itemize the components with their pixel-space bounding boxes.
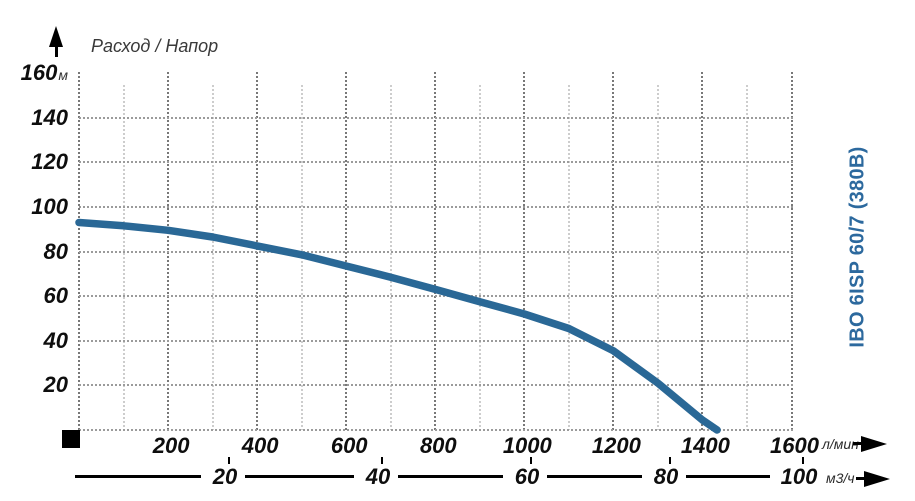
y-axis-tick-label: 80 xyxy=(6,239,68,265)
product-name-label: IBO 6ISP 60/7 (380В) xyxy=(846,146,869,348)
gridline-horizontal xyxy=(79,250,794,253)
x2-axis-tick-mark xyxy=(530,457,532,464)
x2-axis-tick-label: 20 xyxy=(212,464,238,489)
y-tick-value: 140 xyxy=(31,104,68,130)
gridline-horizontal xyxy=(79,295,794,298)
gridline-horizontal xyxy=(79,205,794,208)
x2-axis-arrow-right-icon xyxy=(864,471,890,487)
gridline-horizontal xyxy=(79,339,794,342)
head-flow-curve xyxy=(75,218,721,434)
x2-axis-tick-mark xyxy=(381,457,383,464)
x-axis-tick-label: 1600 xyxy=(770,433,819,458)
y-axis-tick-label: 40 xyxy=(6,328,68,354)
x2-axis-tick-label: 60 xyxy=(514,464,540,489)
gridline-vertical-minor xyxy=(211,85,214,430)
gridline-vertical-minor xyxy=(746,85,748,430)
x2-axis-line-segment xyxy=(398,475,503,478)
gridline-horizontal xyxy=(79,429,794,431)
x-axis-tick-label: 1200 xyxy=(591,433,641,458)
x-axis-arrow-tail xyxy=(853,442,862,445)
y-axis-arrow-up-icon xyxy=(49,26,63,47)
gridline-horizontal xyxy=(79,161,794,164)
y-tick-value: 40 xyxy=(43,327,68,353)
gridline-vertical-minor xyxy=(122,85,125,430)
x2-axis-tick-mark xyxy=(802,457,804,464)
gridline-horizontal xyxy=(79,116,794,119)
gridline-vertical-minor xyxy=(656,85,659,430)
x2-axis-tick-label: 100 xyxy=(780,464,818,489)
y-tick-value: 20 xyxy=(43,372,68,398)
x2-axis-line-segment xyxy=(75,475,201,478)
gridline-vertical-minor xyxy=(478,85,481,430)
y-tick-value: 60 xyxy=(43,283,68,309)
x-axis-tick-label: 200 xyxy=(152,433,190,458)
y-axis-tick-label: 100 xyxy=(6,194,68,220)
x-axis-arrow-right-icon xyxy=(861,436,887,452)
gridline-vertical-minor xyxy=(567,85,570,430)
origin-square-marker xyxy=(62,430,80,448)
y-axis-tick-label: 60 xyxy=(6,283,68,309)
x2-axis-tick-label: 80 xyxy=(653,464,679,489)
y-axis-tick-label: 120 xyxy=(6,149,68,175)
x-axis-tick-label: 400 xyxy=(241,433,279,458)
gridline-horizontal xyxy=(79,384,794,387)
x-axis-tick-label: 800 xyxy=(419,433,457,458)
x2-axis-unit: м3/ч xyxy=(826,470,855,486)
x2-axis-arrow-tail xyxy=(856,477,865,480)
x-axis-tick-label: 1000 xyxy=(502,433,552,458)
y-axis-unit: м xyxy=(58,67,68,83)
x2-axis-line-segment xyxy=(686,475,770,478)
x2-axis-line-segment xyxy=(547,475,642,478)
y-tick-value: 100 xyxy=(31,193,68,219)
y-axis-tick-label: 140 xyxy=(6,105,68,131)
x-axis-tick-label: 1400 xyxy=(680,433,730,458)
y-tick-value: 160 xyxy=(20,60,58,85)
x-axis-unit: л/мин xyxy=(822,436,859,452)
y-tick-value: 120 xyxy=(31,149,68,175)
y-axis-tick-label: 160м xyxy=(6,60,68,88)
y-tick-value: 80 xyxy=(43,238,68,264)
x2-axis-line-segment xyxy=(245,475,354,478)
x2-axis-tick-mark xyxy=(228,457,230,464)
x-axis-tick-label: 600 xyxy=(330,433,368,458)
y-axis-arrow-stem xyxy=(55,46,58,57)
chart-title: Расход / Напор xyxy=(91,36,219,56)
y-axis-tick-label: 20 xyxy=(6,372,68,398)
gridline-vertical-minor xyxy=(389,85,392,430)
x2-axis-tick-mark xyxy=(669,457,671,464)
x2-axis-tick-label: 40 xyxy=(365,464,391,489)
